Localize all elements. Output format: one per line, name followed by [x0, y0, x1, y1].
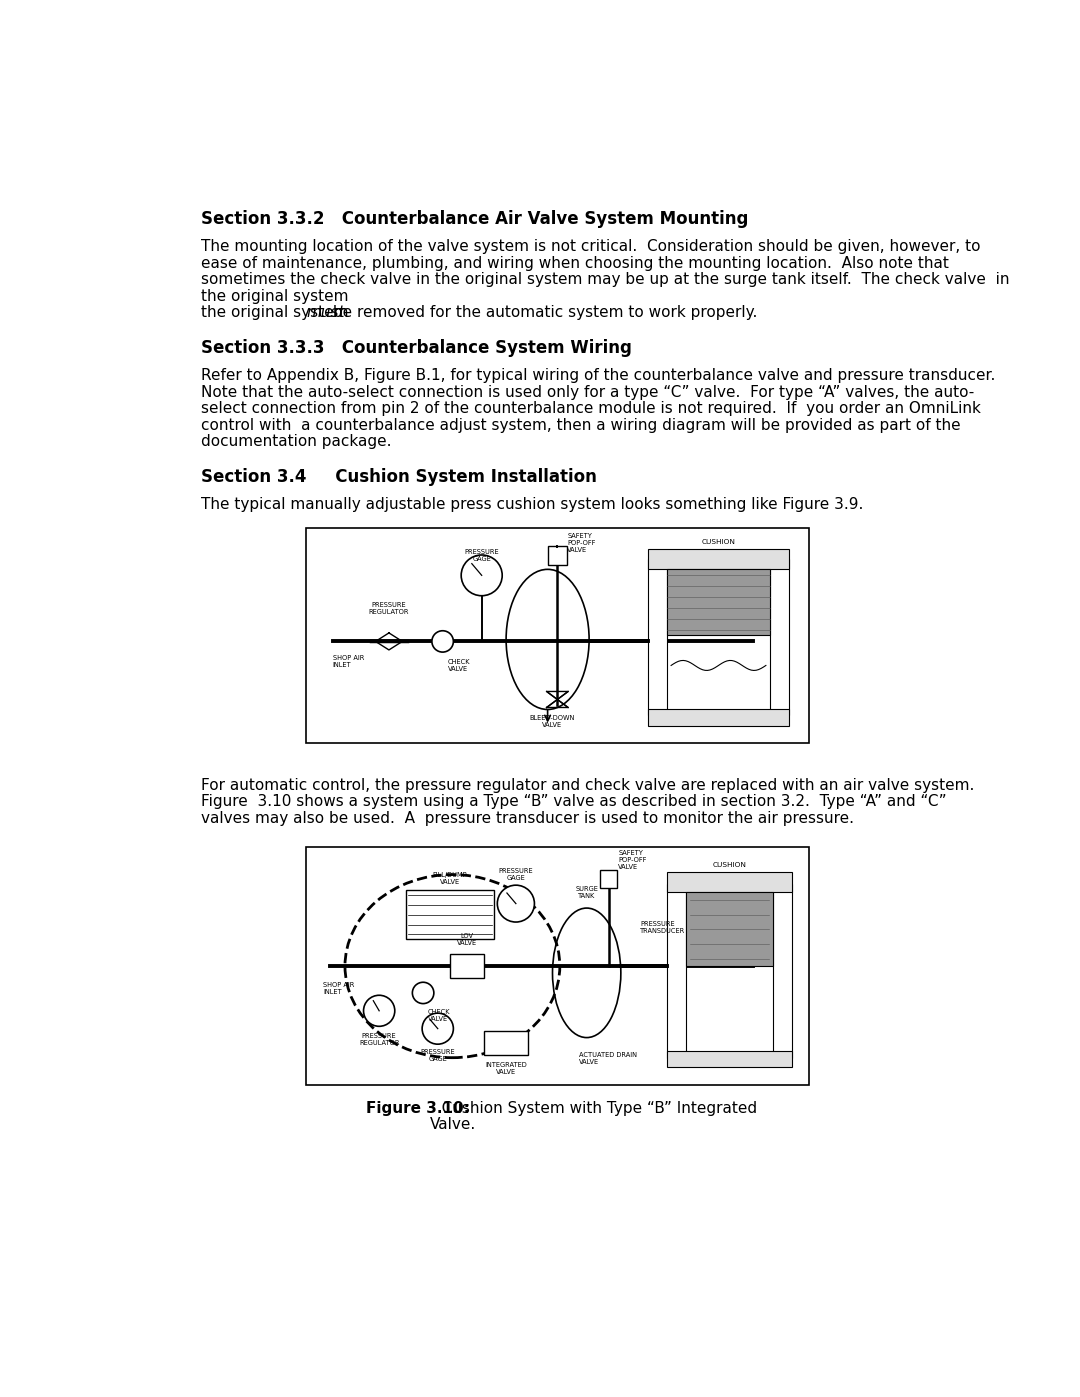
Circle shape [364, 995, 395, 1027]
Text: sometimes the check valve in the original system may be up at the surge tank its: sometimes the check valve in the origina… [201, 272, 1010, 288]
Text: SURGE
TANK: SURGE TANK [576, 886, 598, 900]
Text: PRESSURE
REGULATOR: PRESSURE REGULATOR [368, 602, 409, 616]
Bar [306, 847, 809, 1085]
Text: LOV
VALVE: LOV VALVE [457, 933, 477, 946]
Text: Figure  3.10 shows a system using a Type “B” valve as described in section 3.2. : Figure 3.10 shows a system using a Type … [201, 795, 946, 809]
Bar [667, 883, 686, 1058]
Bar [648, 710, 789, 725]
Text: select connection from pin 2 of the counterbalance module is not required.  If  : select connection from pin 2 of the coun… [201, 401, 981, 416]
Text: PRESSURE
REGULATOR: PRESSURE REGULATOR [359, 1032, 400, 1046]
Text: the original system: the original system [201, 289, 353, 305]
Text: CHECK
VALVE: CHECK VALVE [428, 1009, 450, 1021]
Circle shape [497, 886, 535, 922]
Bar [667, 1051, 792, 1067]
Text: The typical manually adjustable press cushion system looks something like Figure: The typical manually adjustable press cu… [201, 497, 863, 513]
Circle shape [422, 1013, 454, 1044]
Text: Figure 3.10:: Figure 3.10: [366, 1101, 470, 1116]
Text: For automatic control, the pressure regulator and check valve are replaced with : For automatic control, the pressure regu… [201, 778, 974, 793]
Text: Valve.: Valve. [430, 1118, 476, 1133]
Bar [484, 1031, 528, 1056]
Text: BLEED-DOWN
VALVE: BLEED-DOWN VALVE [530, 715, 576, 728]
Circle shape [432, 631, 454, 652]
Text: SAFETY
POP-OFF
VALVE: SAFETY POP-OFF VALVE [567, 534, 595, 553]
Text: control with  a counterbalance adjust system, then a wiring diagram will be prov: control with a counterbalance adjust sys… [201, 418, 960, 433]
Text: valves may also be used.  A  pressure transducer is used to monitor the air pres: valves may also be used. A pressure tran… [201, 812, 854, 826]
Text: must: must [307, 306, 346, 320]
Text: Refer to Appendix B, Figure B.1, for typical wiring of the counterbalance valve : Refer to Appendix B, Figure B.1, for typ… [201, 369, 996, 383]
Text: PRESSURE
GAGE: PRESSURE GAGE [499, 868, 534, 880]
Text: CUSHION: CUSHION [702, 539, 735, 545]
Text: Section 3.3.2   Counterbalance Air Valve System Mounting: Section 3.3.2 Counterbalance Air Valve S… [201, 210, 748, 228]
Text: SHOP AIR
INLET: SHOP AIR INLET [323, 982, 354, 995]
Text: SAFETY
POP-OFF
VALVE: SAFETY POP-OFF VALVE [619, 851, 647, 870]
Text: The mounting location of the valve system is not critical.  Consideration should: The mounting location of the valve syste… [201, 239, 981, 254]
Text: CHECK
VALVE: CHECK VALVE [447, 659, 470, 672]
Bar [406, 890, 494, 939]
Text: ACTUATED DRAIN
VALVE: ACTUATED DRAIN VALVE [579, 1052, 637, 1065]
Text: documentation package.: documentation package. [201, 434, 391, 450]
Bar [667, 872, 792, 893]
Text: the original system: the original system [201, 306, 353, 320]
Text: PRESSURE
GAGE: PRESSURE GAGE [420, 1049, 455, 1062]
Bar [667, 570, 770, 636]
Ellipse shape [553, 908, 621, 1038]
Bar [599, 870, 618, 887]
Text: Note that the auto-select connection is used only for a type “C” valve.  For typ: Note that the auto-select connection is … [201, 384, 974, 400]
Text: Cushion System with Type “B” Integrated: Cushion System with Type “B” Integrated [428, 1101, 757, 1116]
Ellipse shape [507, 570, 589, 710]
Bar [648, 559, 667, 715]
Circle shape [413, 982, 434, 1003]
Bar [548, 546, 567, 564]
Bar [450, 954, 484, 978]
Bar [648, 549, 789, 570]
Bar [306, 528, 809, 743]
Text: be removed for the automatic system to work properly.: be removed for the automatic system to w… [327, 306, 757, 320]
Circle shape [461, 555, 502, 595]
Bar [770, 559, 789, 715]
Text: PRESSURE
GAGE: PRESSURE GAGE [464, 549, 499, 563]
Text: Section 3.4     Cushion System Installation: Section 3.4 Cushion System Installation [201, 468, 597, 486]
Text: SHOP AIR
INLET: SHOP AIR INLET [333, 655, 364, 668]
Text: ease of maintenance, plumbing, and wiring when choosing the mounting location.  : ease of maintenance, plumbing, and wirin… [201, 256, 948, 271]
Text: Section 3.3.3   Counterbalance System Wiring: Section 3.3.3 Counterbalance System Wiri… [201, 339, 632, 358]
Text: PRESSURE
TRANSDUCER: PRESSURE TRANSDUCER [640, 922, 686, 935]
Text: INTEGRATED
VALVE: INTEGRATED VALVE [485, 1062, 527, 1076]
Text: FILL/DUMP
VALVE: FILL/DUMP VALVE [433, 872, 468, 884]
Bar [773, 883, 792, 1058]
Bar [686, 893, 773, 967]
Text: CUSHION: CUSHION [713, 862, 746, 868]
